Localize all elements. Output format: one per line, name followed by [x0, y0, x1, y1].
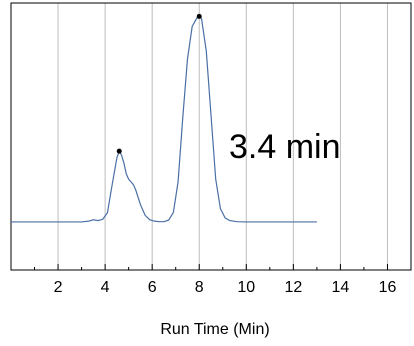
peak-marker [196, 13, 202, 19]
x-tick-label: 4 [101, 279, 110, 296]
x-tick-label: 16 [379, 279, 397, 296]
x-tick-label: 12 [284, 279, 302, 296]
grid-lines [57, 3, 388, 270]
x-tick-label: 8 [195, 279, 204, 296]
series-line [11, 15, 317, 223]
peak-marker [116, 148, 122, 154]
peak-markers [116, 13, 202, 154]
x-tick-label: 2 [54, 279, 63, 296]
plot-frame [10, 2, 412, 271]
x-axis-title: Run Time (Min) [160, 321, 269, 338]
x-axis-tick-labels: 2 4 6 8 10 12 14 16 [54, 279, 397, 296]
annotation-label: 3.4 min [229, 128, 341, 166]
x-tick-label: 14 [332, 279, 350, 296]
x-tick-label: 6 [148, 279, 157, 296]
x-tick-label: 10 [237, 279, 255, 296]
x-axis-ticks [34, 264, 412, 270]
